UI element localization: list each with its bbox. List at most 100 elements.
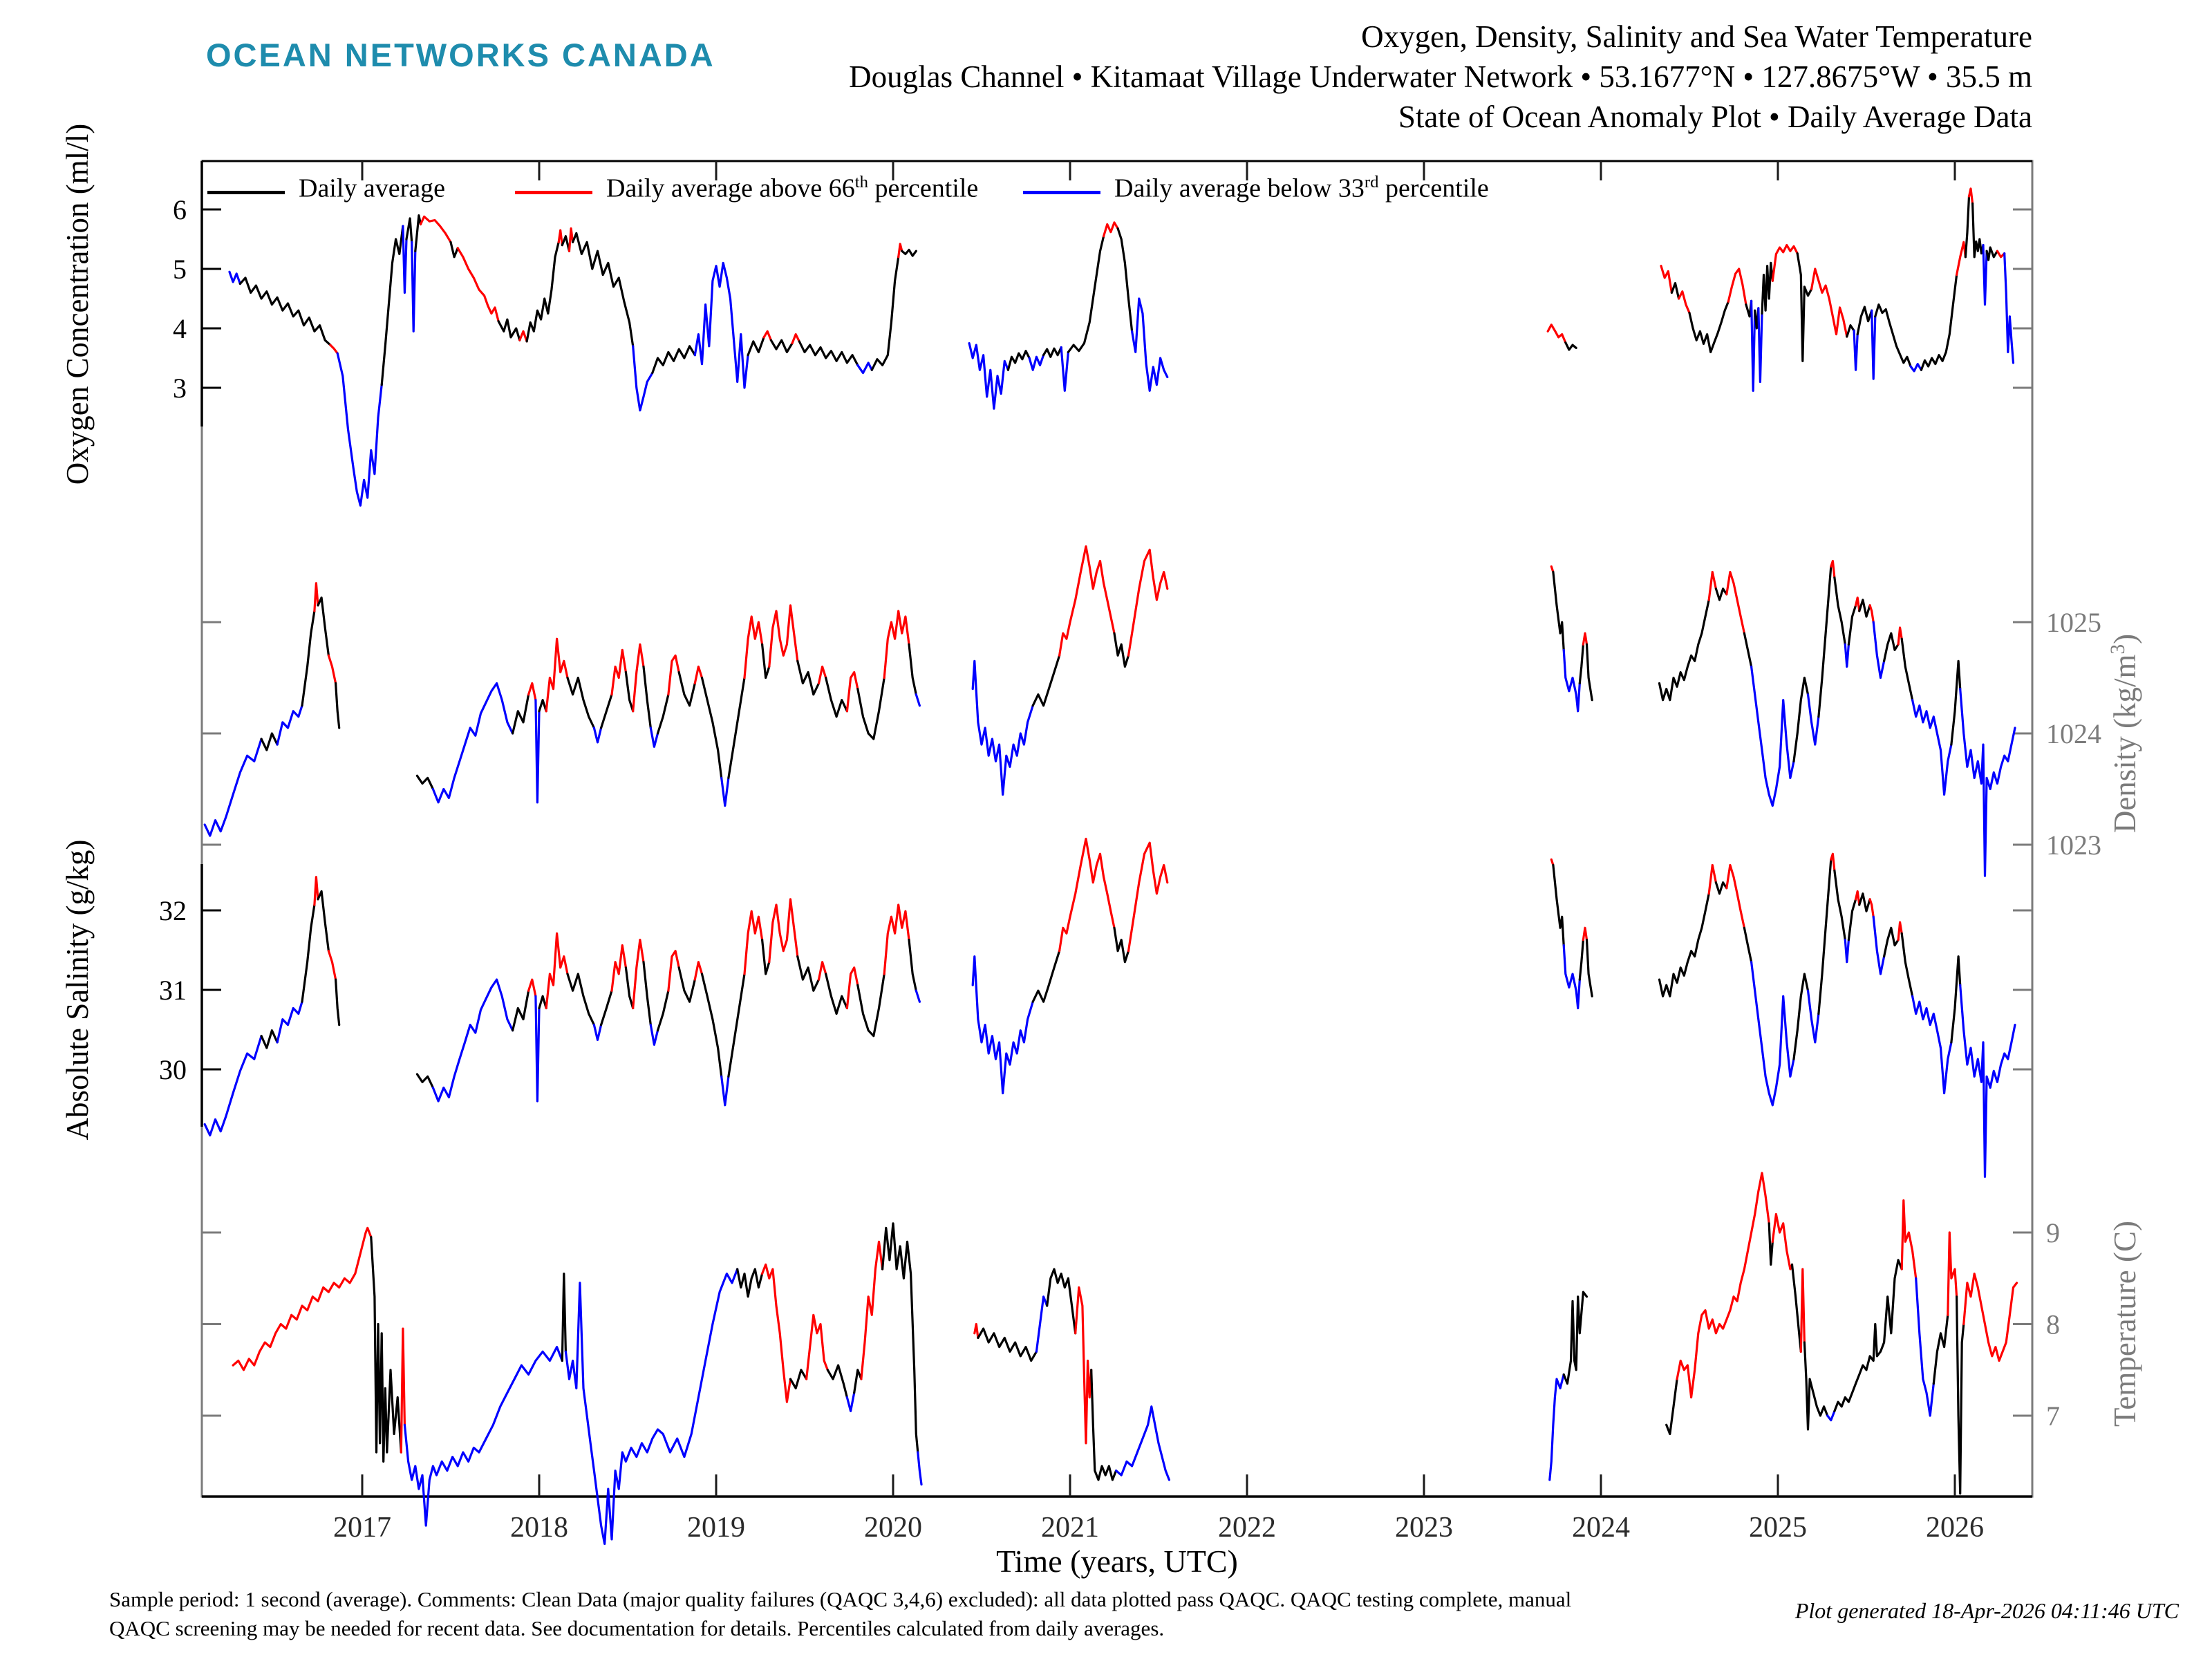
density-trace-segment-b <box>276 704 303 746</box>
oxygen-axis-label: Oxygen Concentration (ml/l) <box>60 123 95 485</box>
oxygen-trace-segment-k <box>1564 341 1577 351</box>
oxygen-trace-segment-b <box>336 352 383 507</box>
salinity-trace-segment-k <box>1585 938 1593 997</box>
oxygen-trace-segment-k <box>1874 303 1912 368</box>
oxygen-trace-segment-k <box>747 336 765 357</box>
density-trace-segment-k <box>796 659 821 696</box>
temperature-trace-segment-k <box>1562 1291 1588 1385</box>
temperature-trace-segment-k <box>1768 1222 1774 1266</box>
temperature-trace-segment-k <box>853 1369 863 1394</box>
salinity-trace-segment-r <box>1868 898 1875 918</box>
legend-line-below-33rd <box>1023 191 1100 194</box>
density-trace-segment-k <box>511 693 530 735</box>
legend-label-above-66th: Daily average above 66th percentile <box>606 173 979 203</box>
oxygen-trace-segment-r <box>1546 324 1567 344</box>
density-trace-segment-b <box>592 727 603 744</box>
temperature-trace-segment-r <box>1947 1231 1958 1316</box>
salinity-trace-segment-r <box>1707 863 1717 895</box>
oxygen-trace-segment-b <box>1982 244 1988 306</box>
temperature-trace-segment-r <box>973 1322 980 1340</box>
density-trace-segment-r <box>632 643 645 713</box>
density-trace-segment-k <box>727 676 746 780</box>
density-trace-segment-b <box>1806 693 1820 746</box>
temperature-trace-segment-r <box>1676 1172 1770 1399</box>
temperature-axis-label: Temperature (C) <box>2108 1221 2142 1427</box>
oxygen-trace-segment-k <box>1116 227 1134 332</box>
footer-comments-line2: QAQC screening may be needed for recent … <box>109 1616 1165 1640</box>
density-trace-segment-k <box>656 693 670 735</box>
oxygen-trace-segment-r <box>456 247 500 323</box>
salinity-trace-segment-b <box>534 995 541 1103</box>
temperature-trace-segment-k <box>1046 1268 1077 1335</box>
density-trace-segment-r <box>768 604 799 668</box>
oxygen-trace-segment-b <box>1750 299 1756 392</box>
salinity-trace-segment-r <box>817 961 827 981</box>
salinity-trace-segment-k <box>1113 926 1130 964</box>
density-trace-segment-k <box>677 671 696 707</box>
oxygen-trace-segment-k <box>405 217 413 243</box>
salinity-trace-segment-b <box>431 978 514 1103</box>
oxygen-trace-segment-b <box>402 225 408 294</box>
density-trace-segment-r <box>1830 559 1836 579</box>
density-tick-label: 1024 <box>2046 718 2101 749</box>
temperature-trace-segment-b <box>564 1268 739 1546</box>
year-tick-label: 2021 <box>1041 1512 1099 1544</box>
density-trace-segment-k <box>1585 643 1593 702</box>
salinity-trace-segment-k <box>1658 892 1710 997</box>
density-trace-segment-b <box>1750 665 1795 807</box>
oxygen-trace-segment-k <box>1067 235 1105 353</box>
density-trace-segment-r <box>845 671 859 713</box>
salinity-trace-segment-b <box>971 955 1034 1095</box>
oxygen-trace-segment-k <box>414 214 422 252</box>
oxygen-trace-segment-b <box>856 362 873 375</box>
temperature-trace-segment-k <box>1790 1263 1802 1353</box>
footer-comments-line1: Sample period: 1 second (average). Comme… <box>109 1587 1572 1611</box>
oxygen-trace-segment-r <box>1727 268 1747 306</box>
temperature-tick-label: 8 <box>2046 1309 2060 1340</box>
density-trace-segment-k <box>1817 565 1833 718</box>
temperature-trace-segment-b <box>1826 1409 1836 1422</box>
salinity-trace-segment-r <box>313 876 319 906</box>
salinity-trace-segment-k <box>1858 892 1871 912</box>
oxygen-trace-segment-k <box>1796 252 1813 362</box>
density-trace-segment-r <box>1855 596 1861 612</box>
oxygen-trace-segment-k <box>870 256 900 371</box>
density-trace-segment-k <box>760 643 771 679</box>
density-trace-segment-r <box>667 654 680 696</box>
salinity-trace-segment-r <box>610 944 628 992</box>
year-tick-label: 2019 <box>687 1512 745 1544</box>
temperature-trace-segment-r <box>1799 1268 1806 1353</box>
density-trace-segment-k <box>1552 570 1565 651</box>
salinity-tick-label: 31 <box>159 975 187 1006</box>
oxygen-trace-segment-k <box>571 232 635 348</box>
density-trace-segment-k <box>1900 637 1914 702</box>
salinity-trace-segment-r <box>545 932 569 1010</box>
salinity-trace-segment-r <box>883 903 910 975</box>
density-trace-segment-r <box>1127 548 1169 657</box>
density-trace-segment-k <box>1031 654 1061 707</box>
density-trace-segment-r <box>693 665 704 685</box>
oxygen-trace-segment-r <box>1102 221 1119 238</box>
density-trace-segment-k <box>1858 599 1871 618</box>
density-trace-segment-k <box>700 676 723 780</box>
salinity-trace-segment-b <box>1872 915 1886 975</box>
salinity-trace-segment-r <box>327 950 337 981</box>
density-trace-segment-r <box>883 610 910 679</box>
oxygen-trace-segment-k <box>1042 346 1062 358</box>
salinity-trace-segment-b <box>1959 984 2016 1178</box>
salinity-trace-segment-k <box>677 966 696 1003</box>
density-trace-segment-r <box>817 665 827 685</box>
temperature-trace-segment-b <box>1915 1277 1935 1417</box>
salinity-trace-segment-r <box>845 966 859 1010</box>
oxygen-trace-segment-r <box>762 330 773 341</box>
density-trace-segment-b <box>1959 687 2016 877</box>
salinity-tick-label: 32 <box>159 895 187 926</box>
oxygen-trace-segment-r <box>1810 268 1848 338</box>
oxygen-trace-segment-b <box>411 241 417 332</box>
salinity-trace-segment-k <box>1817 858 1833 1015</box>
x-axis-label: Time (years, UTC) <box>996 1544 1238 1579</box>
oxygen-trace-segment-r <box>791 333 800 345</box>
year-tick-label: 2022 <box>1218 1512 1276 1544</box>
density-trace-segment-r <box>610 648 628 696</box>
temperature-trace-segment-k <box>1833 1259 1903 1413</box>
